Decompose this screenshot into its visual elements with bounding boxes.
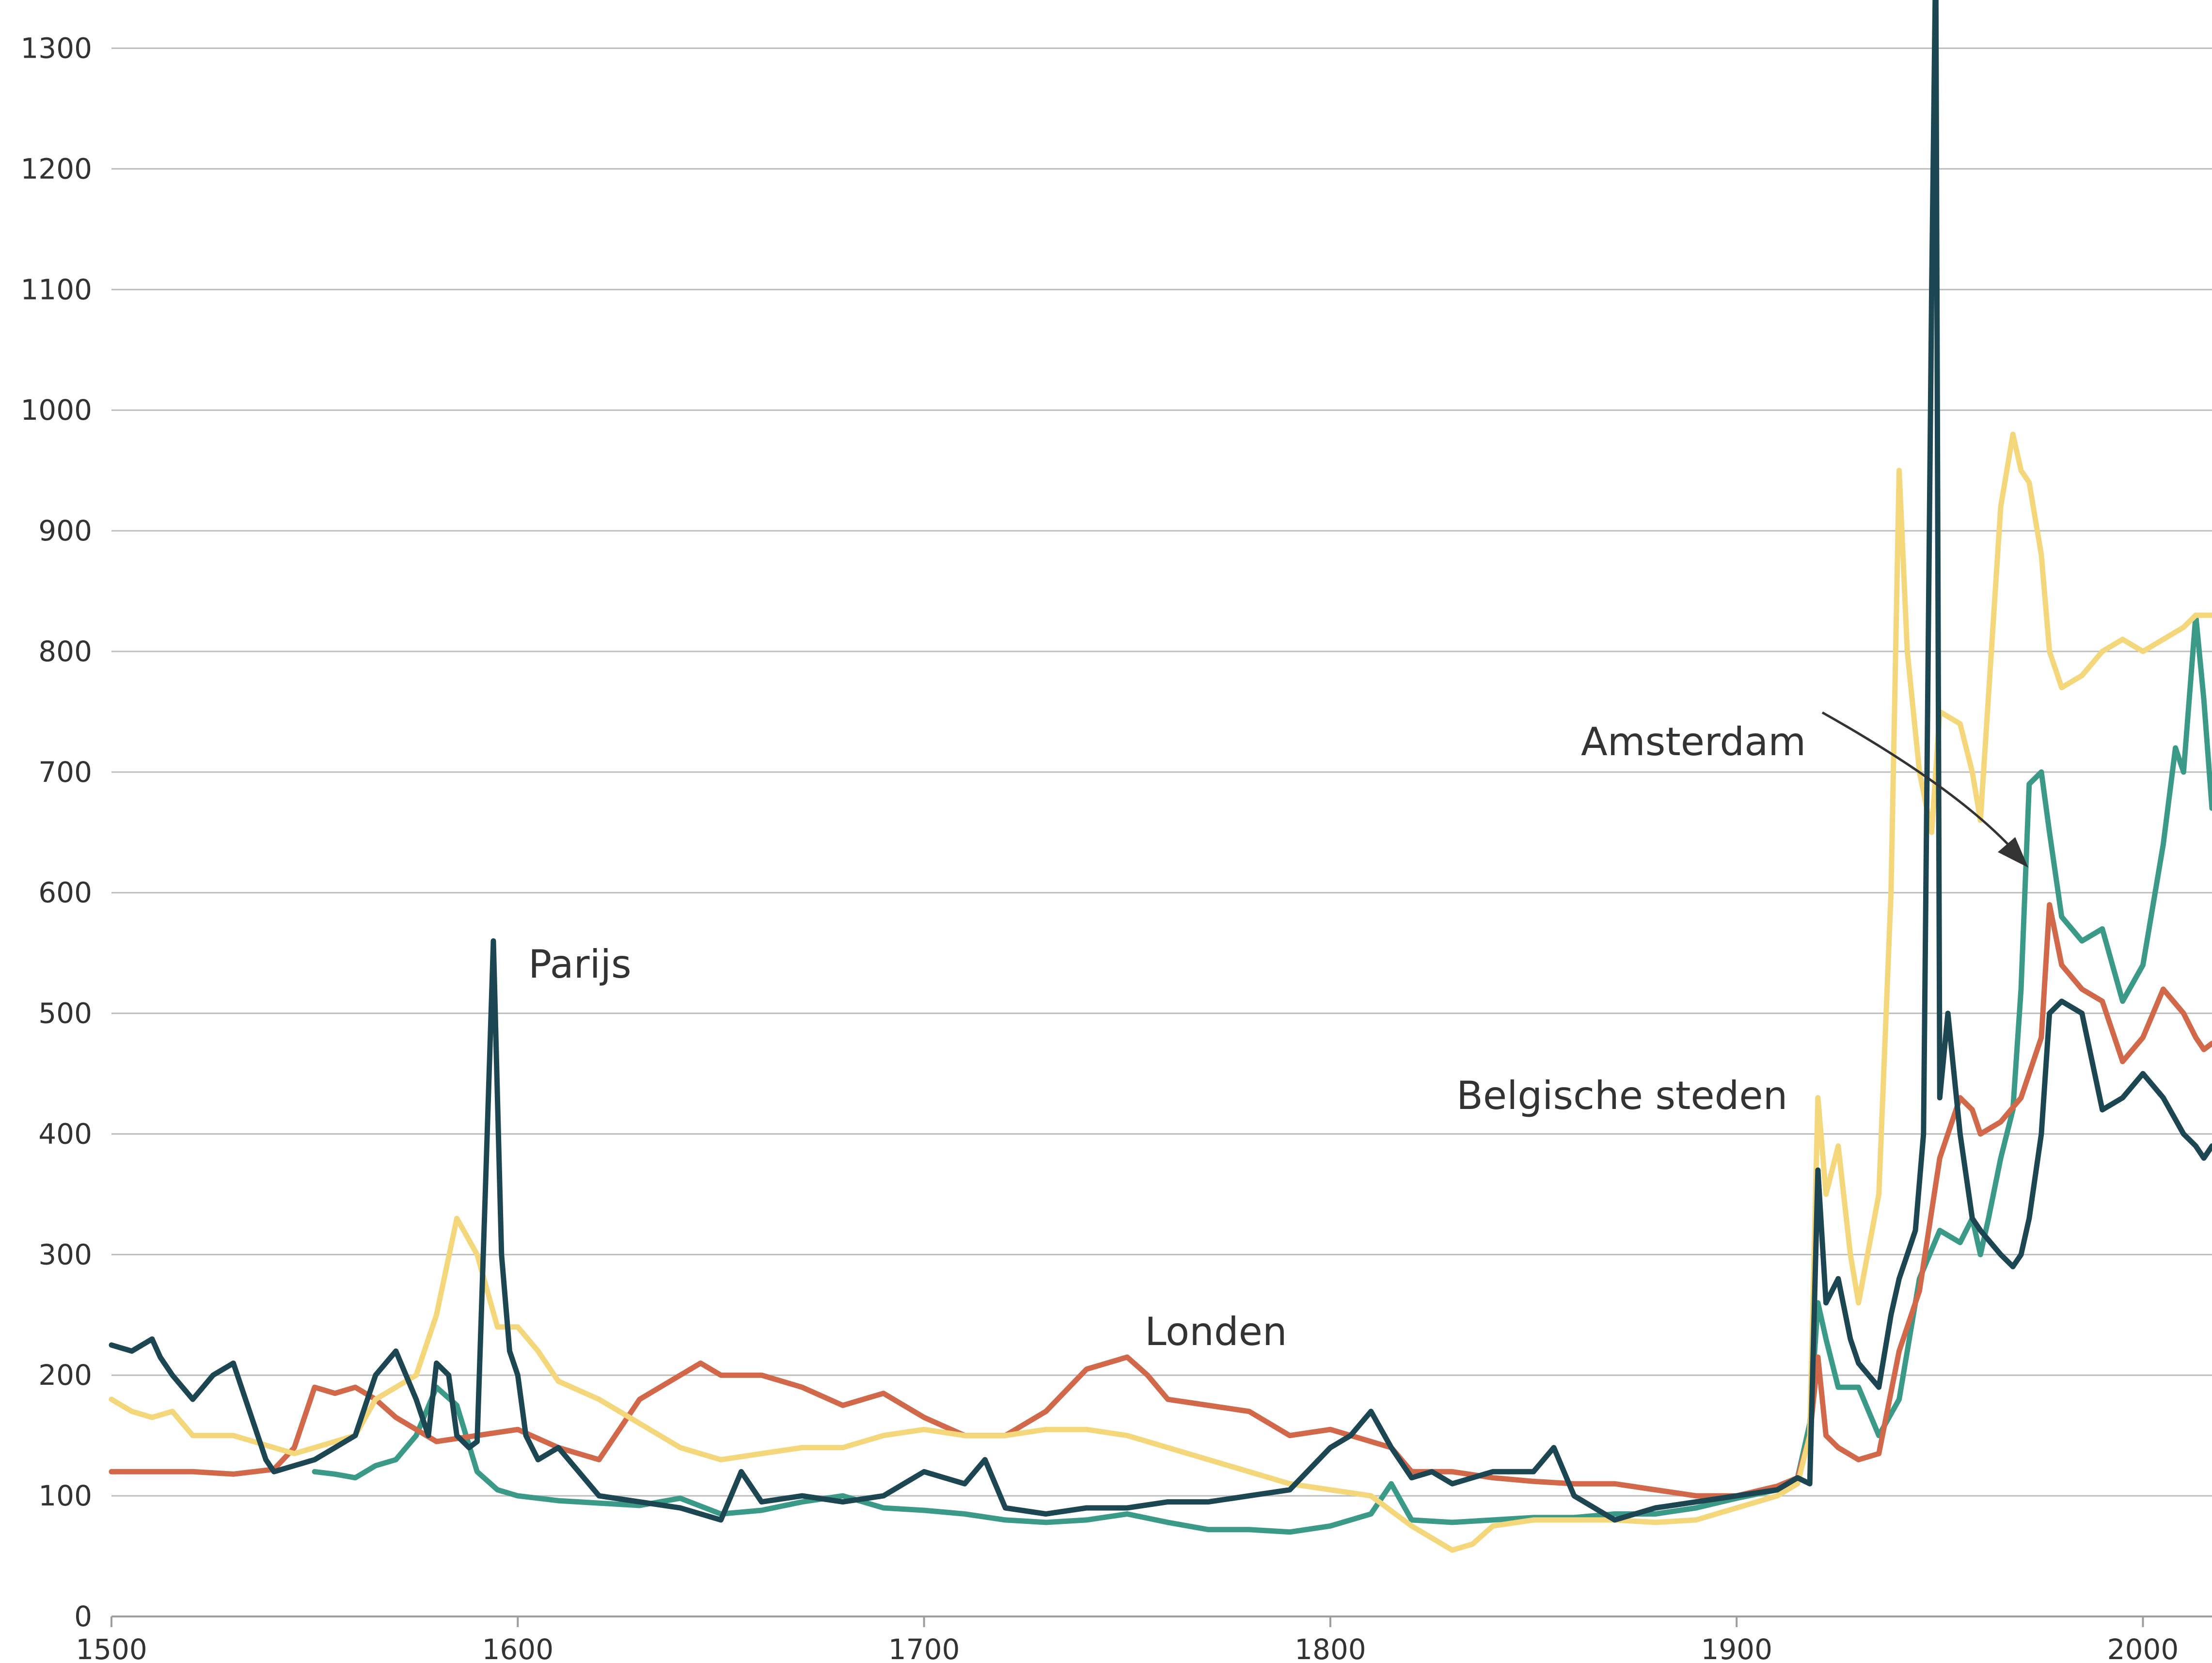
y-tick-label: 1000 xyxy=(20,394,92,427)
y-tick-label: 200 xyxy=(38,1359,92,1392)
amsterdam-annotation-arrow xyxy=(1821,711,2017,854)
y-tick-label: 300 xyxy=(38,1238,92,1271)
series-lines xyxy=(109,0,2212,1553)
y-tick-label: 800 xyxy=(38,635,92,668)
x-tick-label: 1600 xyxy=(482,1633,553,1663)
x-tick-label: 1800 xyxy=(1295,1633,1366,1663)
annotation-belgische-steden: Belgische steden xyxy=(1456,1073,1787,1118)
x-tick-label: 2000 xyxy=(2107,1633,2179,1663)
y-tick-label: 1200 xyxy=(20,152,92,185)
y-tick-label: 1100 xyxy=(20,273,92,306)
x-tick-label: 1900 xyxy=(1701,1633,1772,1663)
arrowhead-icon xyxy=(1998,837,2028,868)
x-tick-label: 1700 xyxy=(888,1633,960,1663)
y-tick-label: 0 xyxy=(74,1600,92,1633)
y-axis-tick-labels: 0 100 200 300 400 500 600 700 800 900 1000 1100 1200… xyxy=(20,32,92,1633)
annotation-londen: Londen xyxy=(1145,1309,1287,1354)
y-tick-label: 1300 xyxy=(20,32,92,65)
y-tick-label: 900 xyxy=(38,514,92,547)
y-tick-label: 500 xyxy=(38,997,92,1030)
series-line-belgische-steden xyxy=(109,431,2212,1553)
y-tick-label: 100 xyxy=(38,1479,92,1512)
y-tick-label: 400 xyxy=(38,1117,92,1150)
annotation-parijs: Parijs xyxy=(528,942,632,987)
x-axis-tick-labels: 1500 1600 1700 1800 1900 2000 xyxy=(76,1616,2179,1663)
annotation-amsterdam: Amsterdam xyxy=(1581,719,1806,764)
x-tick-label: 1500 xyxy=(76,1633,147,1663)
gridlines xyxy=(111,48,2212,1497)
y-tick-label: 700 xyxy=(38,756,92,789)
y-tick-label: 600 xyxy=(38,876,92,909)
series-line-londen xyxy=(109,902,2212,1499)
series-line-parijs xyxy=(109,0,2212,1523)
